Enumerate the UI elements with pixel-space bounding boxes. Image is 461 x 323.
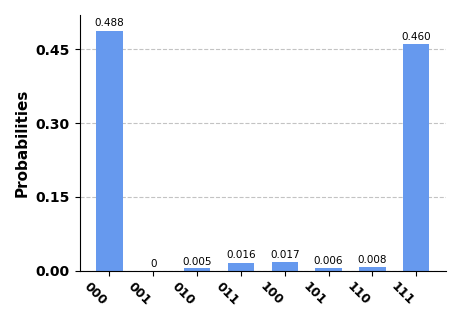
Bar (184, 268, 210, 271)
Text: 0.460: 0.460 (402, 32, 431, 42)
Text: 0.008: 0.008 (358, 255, 387, 265)
Text: 0: 0 (150, 259, 157, 269)
Text: 0.016: 0.016 (226, 250, 256, 260)
Text: 0.488: 0.488 (95, 18, 124, 28)
Bar (403, 45, 429, 271)
Bar (228, 263, 254, 271)
Y-axis label: Probabilities: Probabilities (15, 89, 30, 197)
Bar (315, 267, 342, 271)
Bar (359, 266, 385, 271)
Text: 0.005: 0.005 (183, 256, 212, 266)
Bar (272, 262, 298, 271)
Bar (96, 31, 123, 271)
Text: 0.006: 0.006 (314, 256, 343, 266)
Text: 0.017: 0.017 (270, 250, 300, 260)
